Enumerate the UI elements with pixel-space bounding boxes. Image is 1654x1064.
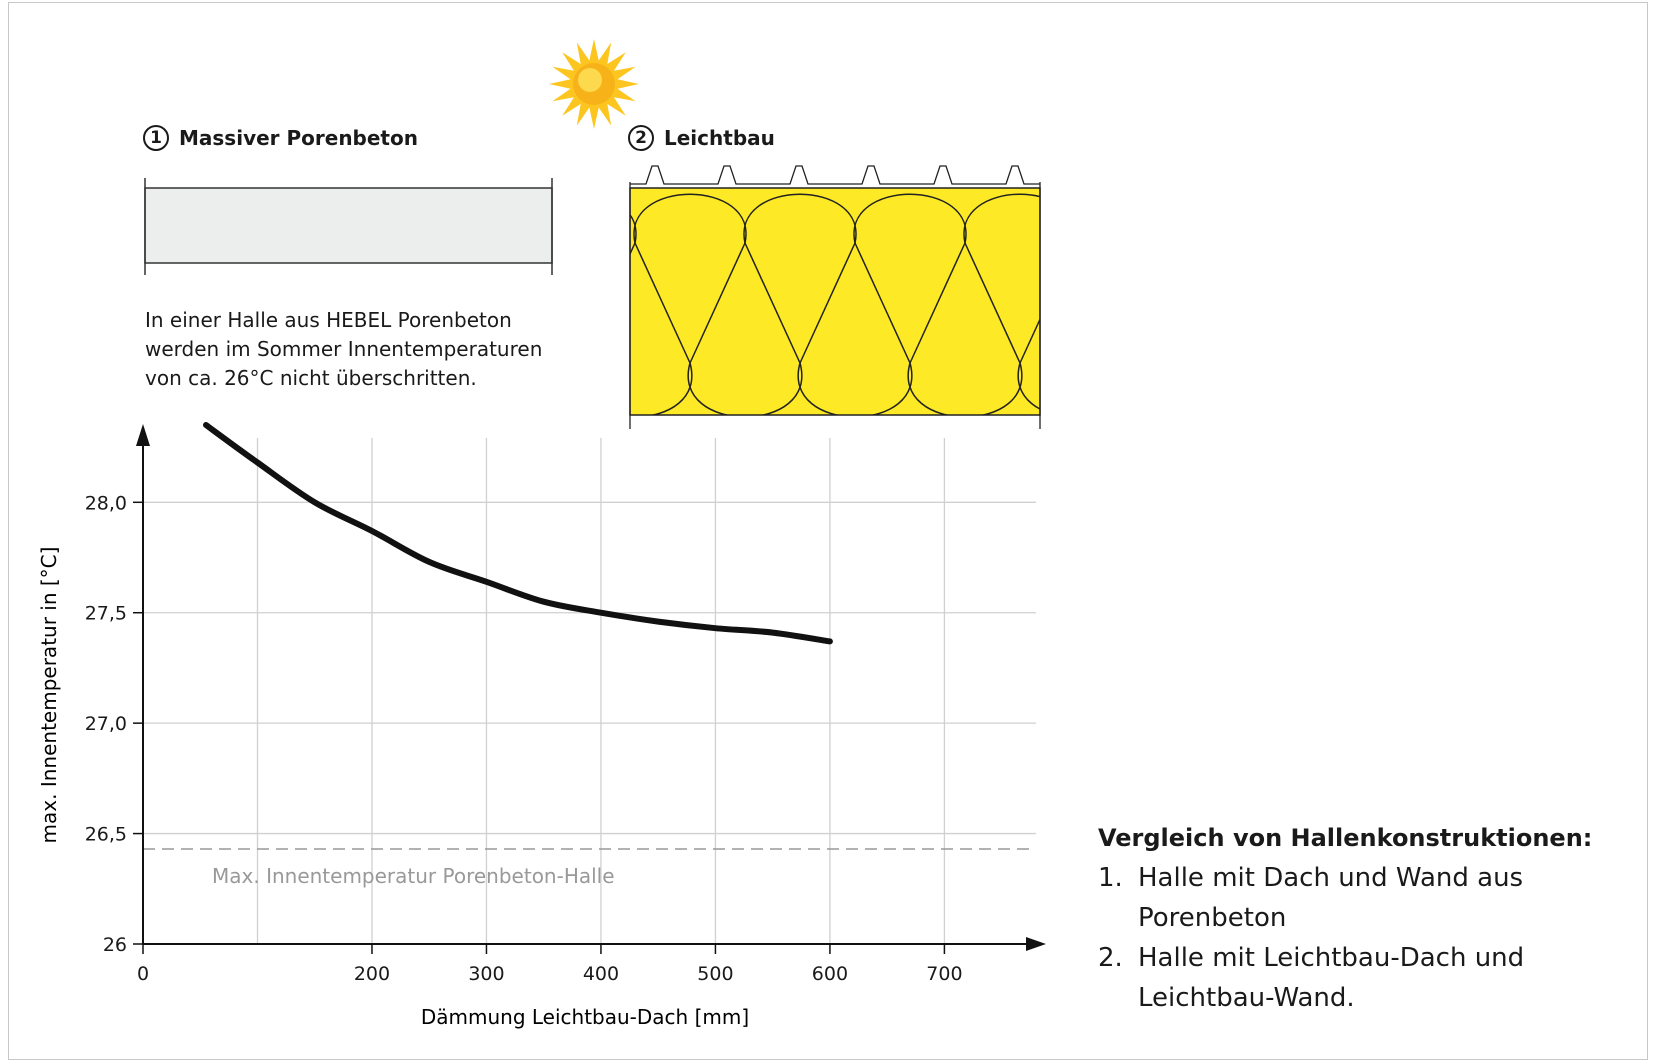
legend-item: 2. Halle mit Leichtbau-Dach und Leichtba… [1098, 938, 1638, 1018]
sun-highlight [578, 68, 602, 92]
y-axis-label: max. Innentemperatur in [°C] [37, 547, 61, 844]
legend-title: Vergleich von Hallenkonstruktionen: [1098, 824, 1593, 852]
x-tick-label: 500 [697, 963, 733, 985]
panel2-title: 2 Leichtbau [628, 125, 775, 151]
description-line: In einer Halle aus HEBEL Porenbeton [145, 308, 512, 332]
panel1-title-text: Massiver Porenbeton [179, 126, 418, 150]
chart-ticks: 0 200 300 400 500 600 700 26 26,5 27,0 27,5 28,0 [85, 492, 963, 985]
panel1-number-badge: 1 [143, 125, 169, 151]
x-axis-arrow [1026, 937, 1046, 951]
y-axis-arrow [136, 424, 150, 446]
legend-item-number: 1. [1098, 863, 1123, 893]
legend-item-text: Halle mit Dach und Wand aus Porenbeton [1138, 863, 1524, 933]
deck-profile [630, 165, 1040, 185]
concrete-slab [144, 187, 553, 264]
y-tick-label: 26 [103, 934, 127, 956]
insulation-pattern [630, 193, 1040, 415]
insulation-fill [629, 187, 1041, 416]
legend-item-number: 2. [1098, 943, 1123, 973]
y-tick-label: 28,0 [85, 492, 127, 514]
legend: Vergleich von Hallenkonstruktionen: 1. H… [1098, 824, 1638, 1018]
temperature-curve [203, 422, 833, 645]
legend-item: 1. Halle mit Dach und Wand aus Porenbeto… [1098, 858, 1638, 938]
chart-axes [136, 424, 1046, 951]
reference-group: Max. Innentemperatur Porenbeton-Halle [143, 848, 1036, 888]
leichtbau-section [629, 165, 1041, 429]
legend-item-text: Halle mit Leichtbau-Dach und Leichtbau-W… [1138, 943, 1525, 1013]
x-tick-label: 300 [468, 963, 504, 985]
reference-label: Max. Innentemperatur Porenbeton-Halle [212, 864, 615, 888]
x-tick-label: 600 [812, 963, 848, 985]
description-text: In einer Halle aus HEBEL Porenbeton werd… [145, 306, 585, 393]
porenbeton-section [144, 178, 553, 275]
y-tick-label: 27,0 [85, 713, 127, 735]
sun-icon [549, 39, 639, 129]
description-line: von ca. 26°C nicht überschritten. [145, 366, 477, 390]
x-tick-label: 700 [926, 963, 962, 985]
panel2-number-badge: 2 [628, 125, 654, 151]
x-tick-label: 0 [137, 963, 149, 985]
x-tick-label: 400 [583, 963, 619, 985]
panel1-title: 1 Massiver Porenbeton [143, 125, 418, 151]
figure-frame [8, 2, 1648, 1060]
y-tick-label: 27,5 [85, 603, 127, 625]
description-line: werden im Sommer Innentemperaturen [145, 337, 543, 361]
x-tick-label: 200 [354, 963, 390, 985]
y-tick-label: 26,5 [85, 824, 127, 846]
panel2-title-text: Leichtbau [664, 126, 775, 150]
x-axis-label: Dämmung Leichtbau-Dach [mm] [421, 1005, 749, 1029]
